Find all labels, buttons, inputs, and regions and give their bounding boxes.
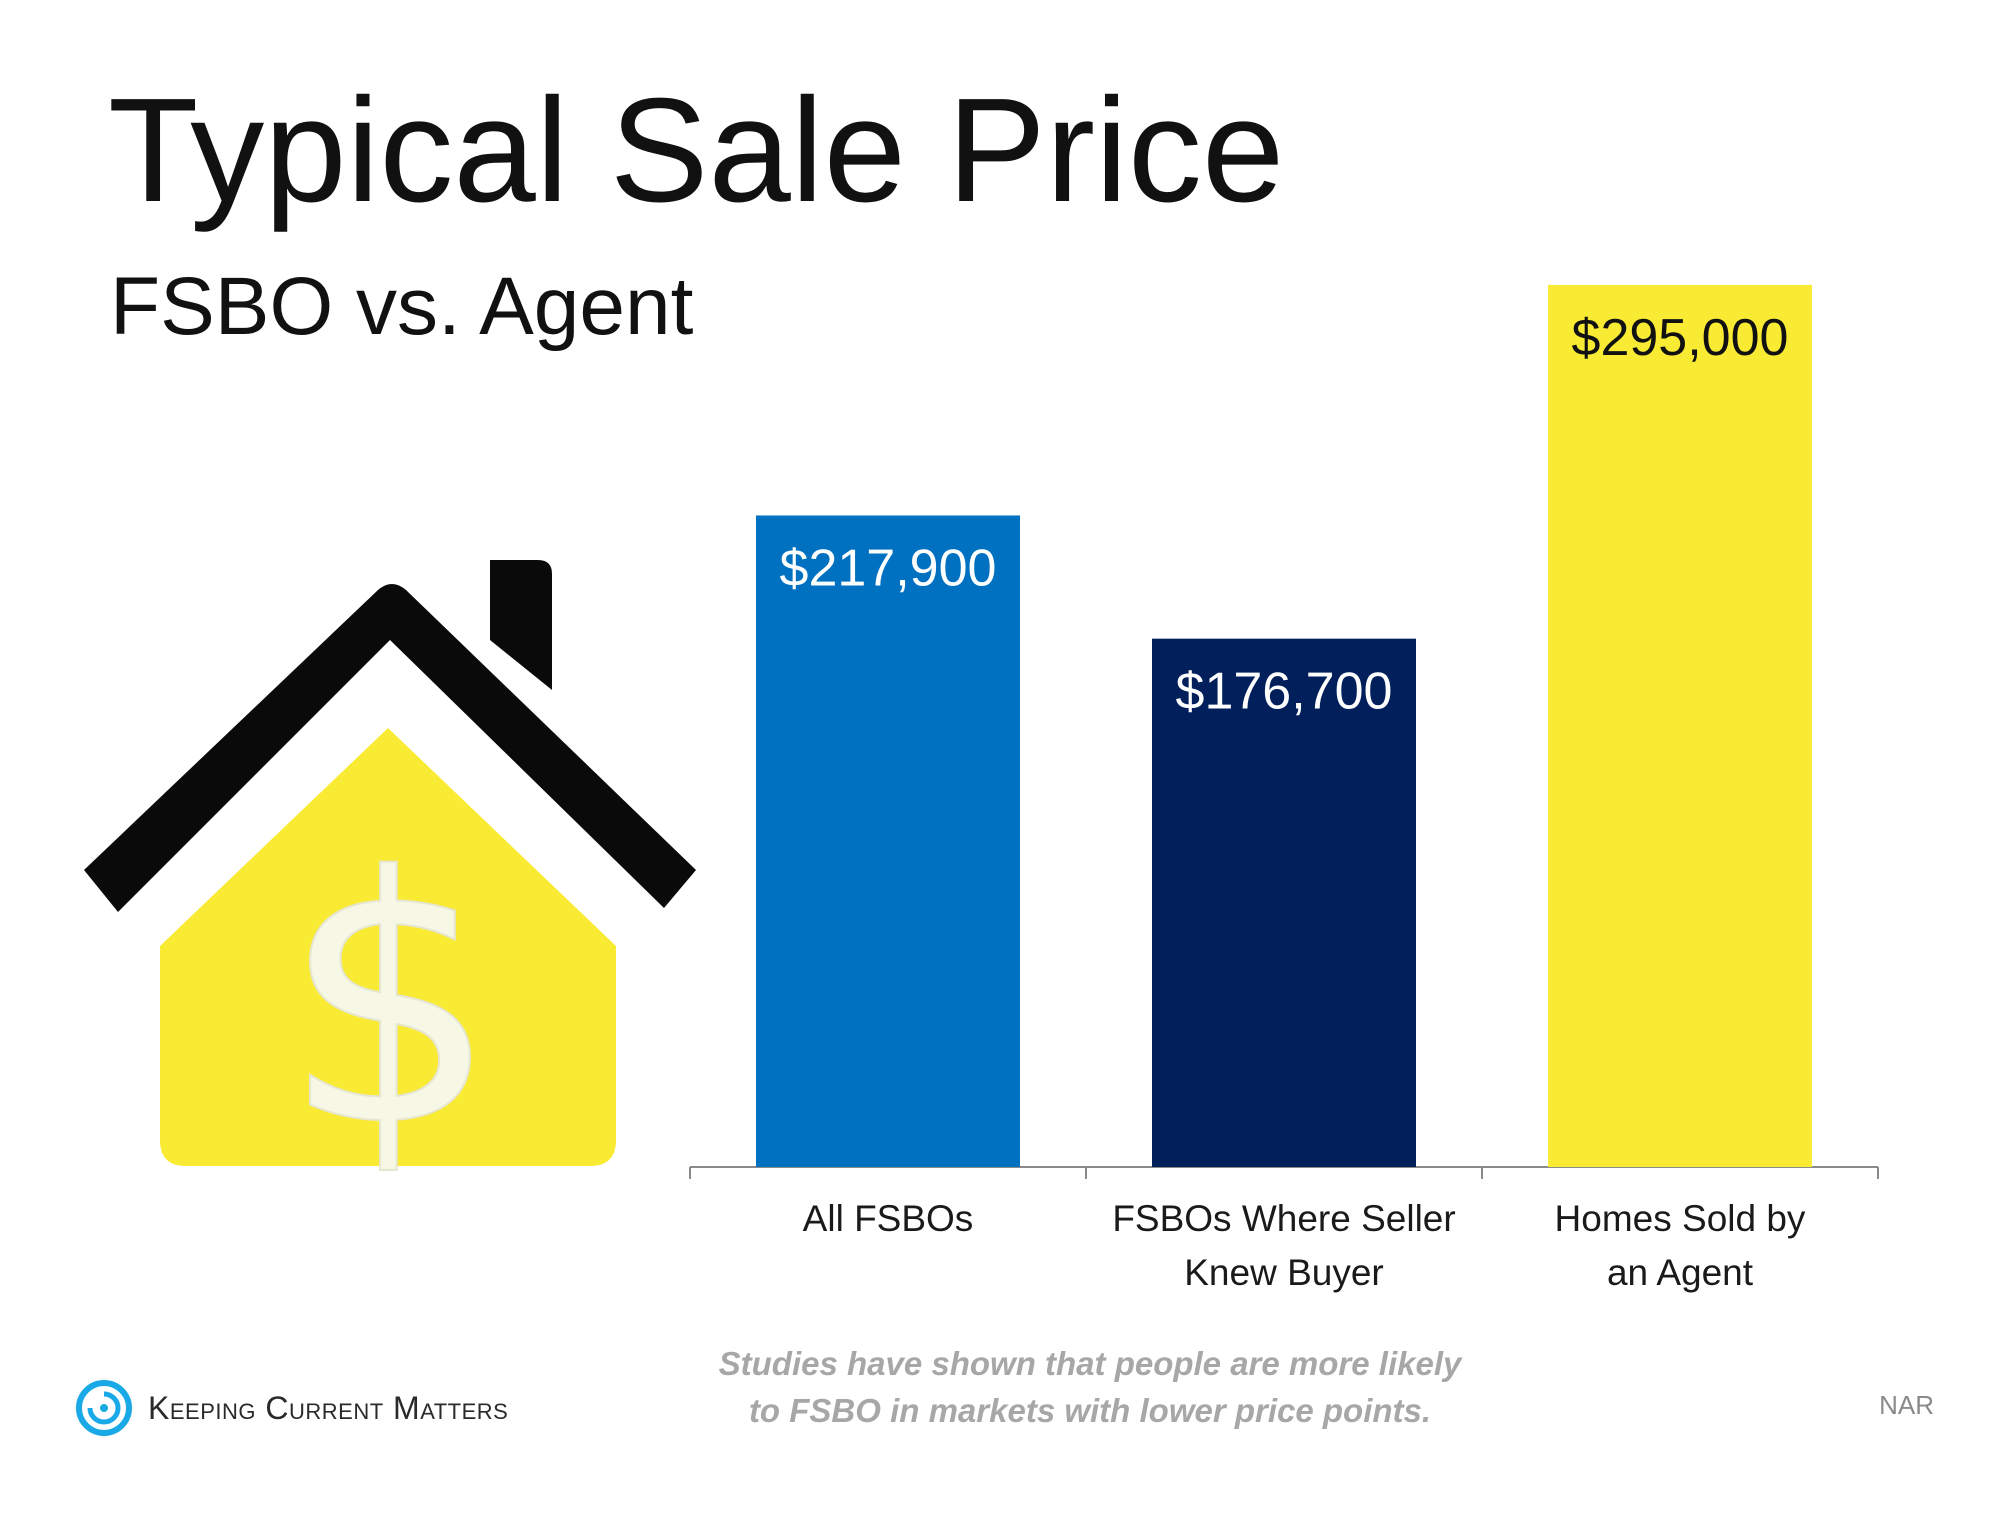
data-label-1: $217,900: [780, 539, 997, 597]
brand-name: Keeping Current Matters: [148, 1389, 509, 1426]
data-label-2: $176,700: [1176, 663, 1393, 721]
bar-1: [756, 515, 1020, 1167]
swirl-icon: [76, 1380, 132, 1436]
category-label-1: All FSBOs: [802, 1198, 974, 1239]
bar-3: [1548, 284, 1812, 1167]
footnote: Studies have shown that people are more …: [718, 1345, 1462, 1429]
dollar-sign: $: [282, 805, 498, 1180]
chart-title: Typical Sale Price: [108, 68, 1285, 233]
chart-subtitle: FSBO vs. Agent: [110, 261, 694, 352]
house-dollar-icon: $: [84, 560, 696, 1180]
category-label-3: Homes Sold by an Agent: [1554, 1198, 1806, 1293]
source-label: NAR: [1879, 1390, 1934, 1420]
category-label-2: FSBOs Where Seller Knew Buyer: [1112, 1198, 1456, 1293]
bar-2: [1152, 638, 1416, 1167]
brand-logo-group[interactable]: Keeping Current Matters: [76, 1380, 508, 1436]
data-label-3: $295,000: [1572, 309, 1789, 367]
